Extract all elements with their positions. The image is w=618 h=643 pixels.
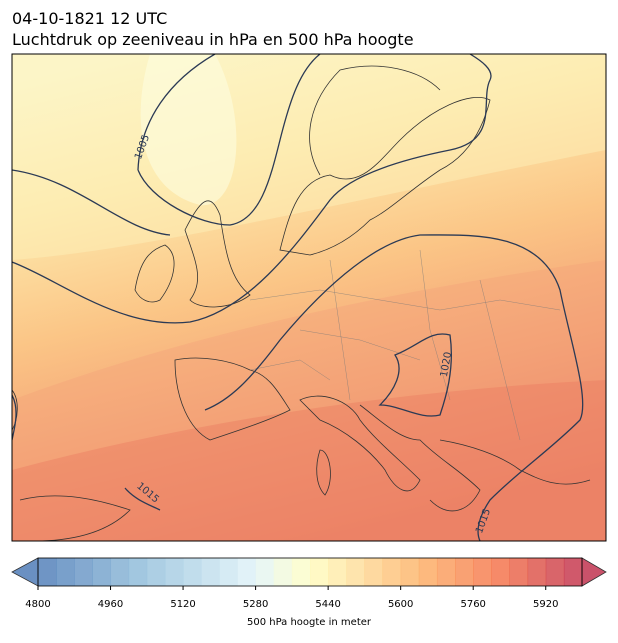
colorbar-tick-label: 5920 — [533, 599, 558, 610]
colorbar-segment — [473, 558, 492, 586]
colorbar-segment — [400, 558, 420, 586]
colorbar-segment — [418, 558, 438, 586]
colorbar-segment — [527, 558, 547, 586]
colorbar-segment — [328, 558, 347, 586]
colorbar-segment — [56, 558, 75, 586]
map-frame — [11, 53, 607, 542]
colorbar-segment — [436, 558, 456, 586]
colorbar-tick-label: 5760 — [460, 599, 485, 610]
colorbar-segment — [38, 558, 57, 586]
colorbar-frame — [37, 557, 583, 587]
colorbar-tick-label: 5120 — [170, 599, 195, 610]
colorbar-segment — [563, 558, 583, 586]
colorbar-segment — [455, 558, 474, 586]
colorbar-segment — [273, 558, 293, 586]
colorbar-segment — [346, 558, 365, 586]
colorbar-segment — [509, 558, 529, 586]
colorbar-segment — [183, 558, 202, 586]
colorbar-segment — [310, 558, 329, 586]
colorbar-tick-label: 5440 — [315, 599, 340, 610]
colorbar-segment — [201, 558, 220, 586]
colorbar-tick-label: 4960 — [98, 599, 123, 610]
colorbar-extend — [11, 557, 39, 587]
colorbar-segment — [491, 558, 510, 586]
colorbar-segment — [74, 558, 93, 586]
colorbar-tick-label: 4800 — [25, 599, 50, 610]
colorbar-label: 500 hPa hoogte in meter — [247, 617, 372, 628]
colorbar: 4800 4960 5120 5280 5440 5600 5760 5920 — [11, 557, 607, 610]
colorbar-segment — [219, 558, 238, 586]
colorbar-segment — [128, 558, 148, 586]
colorbar-segment — [364, 558, 384, 586]
map: 1005 1020 1015 1015 — [12, 54, 606, 541]
colorbar-tick-label: 5280 — [243, 599, 268, 610]
colorbar-segment — [92, 558, 112, 586]
colorbar-segment — [164, 558, 184, 586]
colorbar-segment — [110, 558, 130, 586]
subtitle: Luchtdruk op zeeniveau in hPa en 500 hPa… — [12, 30, 414, 49]
colorbar-segment — [146, 558, 166, 586]
colorbar-segment — [545, 558, 565, 586]
colorbar-segment — [382, 558, 402, 586]
colorbar-segment — [237, 558, 257, 586]
title: 04-10-1821 12 UTC — [12, 9, 167, 28]
colorbar-segment — [255, 558, 275, 586]
colorbar-segment — [291, 558, 311, 586]
colorbar-tick-label: 5600 — [388, 599, 413, 610]
colorbar-extend — [581, 557, 607, 587]
isobar-label: 1020 — [439, 351, 454, 378]
